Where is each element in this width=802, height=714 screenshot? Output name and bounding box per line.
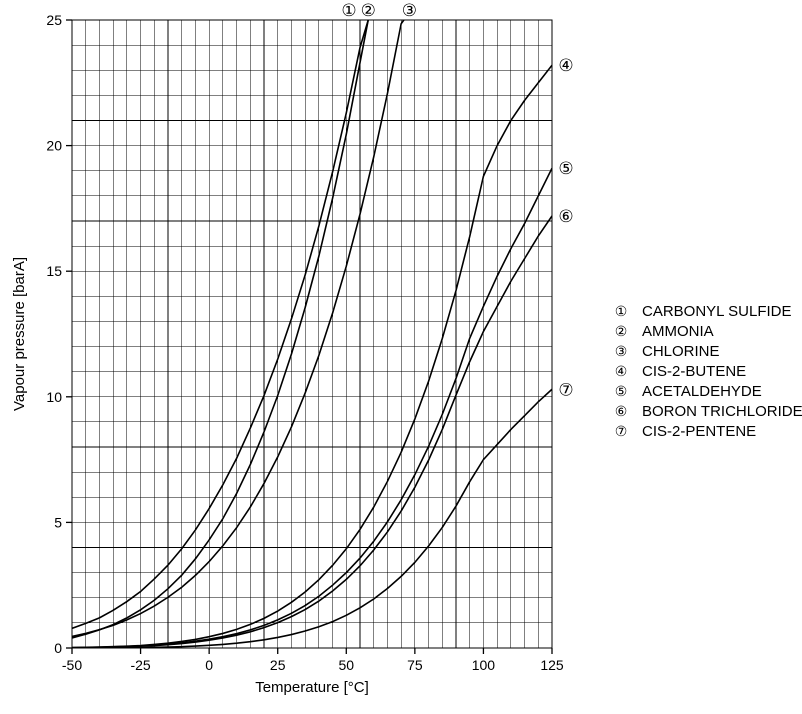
- legend-item-num: ⑥: [610, 403, 632, 420]
- curve-marker-1: ①: [341, 1, 356, 20]
- legend-item-label: CIS-2-PENTENE: [642, 423, 756, 440]
- svg-text:125: 125: [540, 657, 564, 673]
- curve-marker-6: ⑥: [558, 207, 573, 226]
- curve-1: [72, 20, 368, 628]
- legend-item-num: ⑦: [610, 423, 632, 440]
- curve-5: [72, 168, 552, 647]
- curve-marker-3: ③: [402, 1, 417, 20]
- legend-item-num: ②: [610, 323, 632, 340]
- y-axis-label: Vapour pressure [barA]: [11, 257, 28, 411]
- legend-item-num: ③: [610, 343, 632, 360]
- legend-item-label: ACETALDEHYDE: [642, 383, 762, 400]
- svg-text:-50: -50: [62, 657, 82, 673]
- legend-item: ② AMMONIA: [610, 323, 802, 340]
- curve-marker-2: ②: [361, 1, 376, 20]
- legend-item: ③ CHLORINE: [610, 343, 802, 360]
- curve-marker-4: ④: [558, 56, 573, 75]
- legend-item-label: CARBONYL SULFIDE: [642, 303, 791, 320]
- legend-item-num: ①: [610, 303, 632, 320]
- legend-item-num: ④: [610, 363, 632, 380]
- svg-text:25: 25: [46, 12, 62, 28]
- legend-item: ⑤ ACETALDEHYDE: [610, 383, 802, 400]
- legend-item: ① CARBONYL SULFIDE: [610, 303, 802, 320]
- svg-text:-25: -25: [130, 657, 150, 673]
- legend: ① CARBONYL SULFIDE ② AMMONIA ③ CHLORINE ④ CIS-2…: [610, 300, 802, 443]
- svg-text:20: 20: [46, 138, 62, 154]
- svg-text:0: 0: [54, 640, 62, 656]
- svg-text:25: 25: [270, 657, 286, 673]
- legend-item-label: CIS-2-BUTENE: [642, 363, 746, 380]
- legend-item: ⑥ BORON TRICHLORIDE: [610, 403, 802, 420]
- svg-text:75: 75: [407, 657, 423, 673]
- curve-marker-7: ⑦: [558, 380, 573, 399]
- legend-item-num: ⑤: [610, 383, 632, 400]
- svg-text:15: 15: [46, 263, 62, 279]
- curve-4: [72, 65, 552, 647]
- svg-text:50: 50: [338, 657, 354, 673]
- curve-7: [99, 389, 552, 648]
- svg-text:5: 5: [54, 514, 62, 530]
- curve-2: [72, 20, 368, 638]
- svg-text:10: 10: [46, 389, 62, 405]
- legend-item: ⑦ CIS-2-PENTENE: [610, 423, 802, 440]
- svg-text:0: 0: [205, 657, 213, 673]
- legend-item: ④ CIS-2-BUTENE: [610, 363, 802, 380]
- legend-item-label: BORON TRICHLORIDE: [642, 403, 802, 420]
- legend-item-label: AMMONIA: [642, 323, 714, 340]
- curve-marker-5: ⑤: [558, 159, 573, 178]
- x-axis-label: Temperature [°C]: [255, 679, 369, 696]
- curve-3: [72, 20, 404, 636]
- legend-item-label: CHLORINE: [642, 343, 720, 360]
- svg-text:100: 100: [472, 657, 496, 673]
